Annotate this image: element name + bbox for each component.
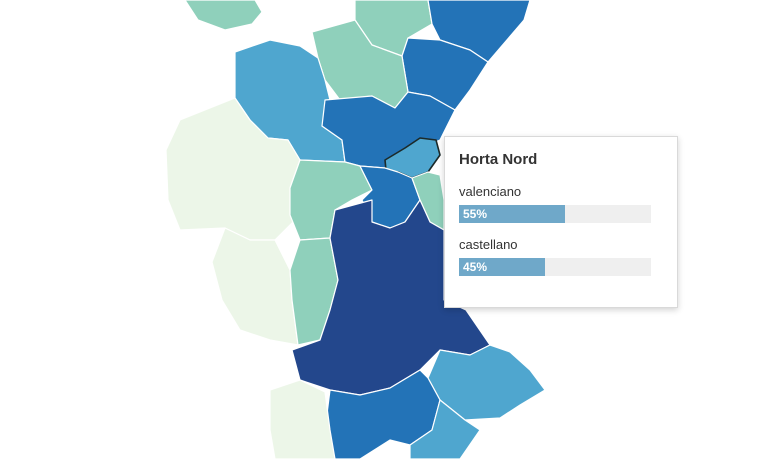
tooltip-row-valenciano: valenciano 55%: [459, 184, 663, 223]
region-south-teal[interactable]: [409, 399, 481, 459]
tooltip-row-label: valenciano: [459, 184, 522, 199]
tooltip-bar-fill: [459, 258, 546, 276]
tooltip-row-castellano: castellano 45%: [459, 237, 663, 276]
tooltip-bar-value: 55%: [463, 207, 488, 221]
region-tooltip: Horta Nord valenciano 55% castellano 45%: [444, 136, 678, 308]
region-northwest-tip[interactable]: [184, 0, 263, 31]
region-pale-south[interactable]: [269, 379, 336, 459]
tooltip-bar-value: 45%: [463, 260, 488, 274]
tooltip-title: Horta Nord: [459, 151, 538, 168]
tooltip-bar-track: 45%: [459, 258, 651, 276]
tooltip-row-label: castellano: [459, 237, 518, 252]
region-pale-west-2[interactable]: [211, 227, 299, 346]
tooltip-bar-track: 55%: [459, 205, 651, 223]
tooltip-bar-fill: [459, 205, 565, 223]
